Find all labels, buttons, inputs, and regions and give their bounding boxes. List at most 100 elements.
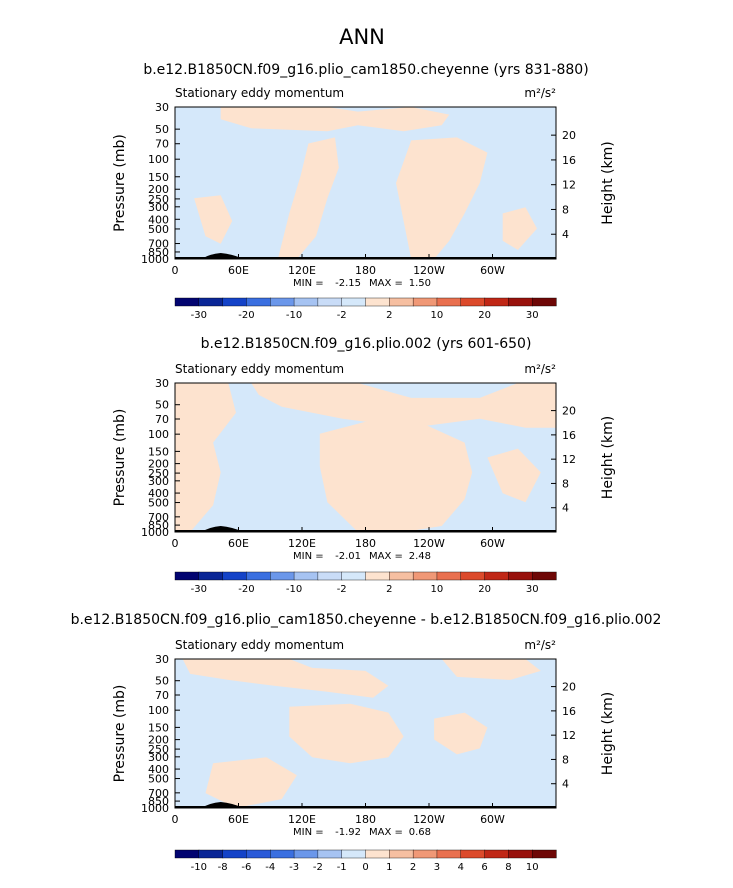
min-value: -2.15 — [335, 278, 361, 289]
x-tick-label: 180 — [355, 813, 376, 826]
colorbar-swatch — [317, 849, 343, 859]
x-tick-label: 60W — [480, 813, 505, 826]
y-tick-label: 400 — [148, 213, 169, 226]
colorbar-swatch — [531, 297, 557, 307]
colorbar-swatch — [222, 849, 248, 859]
colorbar-swatch — [270, 571, 295, 581]
y-tick-label: 400 — [148, 487, 169, 500]
colorbar-label: 3 — [434, 862, 440, 873]
positive-region — [319, 421, 473, 532]
height-tick-label: 8 — [562, 753, 569, 766]
colorbar-swatch — [436, 571, 462, 581]
colorbar-label: 10 — [431, 584, 444, 595]
colorbar-label: 20 — [478, 310, 491, 321]
height-tick-label: 20 — [562, 129, 576, 142]
colorbar-swatch — [341, 297, 367, 307]
height-tick-label: 20 — [562, 681, 576, 694]
height-tick-label: 12 — [562, 453, 576, 466]
colorbar-label: -8 — [218, 862, 228, 873]
max-value: 1.50 — [409, 278, 431, 289]
positive-region — [289, 703, 404, 764]
right-axis-label: Height (km) — [600, 416, 616, 499]
colorbar-label: -30 — [191, 584, 207, 595]
figure-title: ANN — [339, 25, 385, 49]
colorbar-swatch — [317, 571, 343, 581]
colorbar-swatch — [531, 571, 557, 581]
colorbar-swatch — [174, 849, 200, 859]
max-label: MAX = — [369, 551, 403, 562]
colorbar-swatch — [341, 571, 367, 581]
colorbar-label: -20 — [238, 310, 254, 321]
positive-region — [487, 448, 541, 503]
y-tick-label: 1000 — [141, 526, 169, 539]
x-tick-label: 120W — [413, 537, 445, 550]
y-tick-label: 150 — [148, 171, 169, 184]
height-tick-label: 4 — [562, 778, 569, 791]
positive-region — [251, 383, 556, 428]
height-tick-label: 20 — [562, 405, 576, 418]
x-tick-label: 60E — [228, 813, 249, 826]
variable-label: Stationary eddy momentum — [175, 362, 344, 376]
x-tick-label: 60W — [480, 264, 505, 277]
panel-1: b.e12.B1850CN.f09_g16.plio_cam1850.cheye… — [112, 62, 616, 321]
panel-2: b.e12.B1850CN.f09_g16.plio.002 (yrs 601-… — [112, 336, 616, 595]
colorbar-swatch — [246, 849, 271, 859]
colorbar-swatch — [222, 297, 248, 307]
colorbar-swatch — [198, 571, 224, 581]
positive-regions — [182, 659, 541, 808]
y-tick-label: 200 — [148, 183, 169, 196]
height-tick-label: 8 — [562, 203, 569, 216]
y-tick-label: 1000 — [141, 253, 169, 266]
colorbar-swatch — [484, 297, 509, 307]
colorbar-swatch — [293, 571, 319, 581]
colorbar-swatch — [365, 571, 390, 581]
y-tick-label: 150 — [148, 445, 169, 458]
colorbar-swatch — [389, 571, 414, 581]
positive-region — [220, 107, 450, 132]
colorbar-swatch — [508, 849, 533, 859]
colorbar-label: 8 — [505, 862, 511, 873]
y-tick-label: 500 — [148, 223, 169, 236]
x-tick-label: 120E — [288, 813, 316, 826]
y-tick-label: 100 — [148, 704, 169, 717]
positive-region — [434, 712, 488, 755]
y-tick-label: 300 — [148, 751, 169, 764]
min-label: MIN = — [293, 551, 324, 562]
positive-region — [175, 383, 236, 532]
y-tick-label: 70 — [155, 138, 169, 151]
colorbar-swatch — [484, 571, 509, 581]
y-tick-label: 700 — [148, 787, 169, 800]
plot-area — [175, 107, 556, 259]
colorbar-label: 10 — [526, 862, 539, 873]
colorbar-swatch — [460, 849, 486, 859]
panel-title: b.e12.B1850CN.f09_g16.plio.002 (yrs 601-… — [201, 336, 532, 352]
y-tick-label: 300 — [148, 201, 169, 214]
colorbar-label: 2 — [410, 862, 416, 873]
positive-regions — [175, 383, 556, 532]
colorbar-label: 2 — [386, 584, 392, 595]
panel-title: b.e12.B1850CN.f09_g16.plio_cam1850.cheye… — [143, 62, 588, 78]
y-tick-label: 30 — [155, 377, 169, 390]
colorbar-label: -10 — [191, 862, 207, 873]
colorbar-swatch — [341, 849, 367, 859]
height-tick-label: 16 — [562, 429, 576, 442]
colorbar-label: 10 — [431, 310, 444, 321]
y-tick-label: 700 — [148, 511, 169, 524]
colorbar: -30 -20 -10 -2 2 10 20 30 — [174, 297, 557, 321]
max-label: MAX = — [369, 827, 403, 838]
colorbar-swatch — [365, 849, 390, 859]
min-label: MIN = — [293, 827, 324, 838]
y-tick-label: 100 — [148, 428, 169, 441]
x-tick-label: 120W — [413, 813, 445, 826]
variable-label: Stationary eddy momentum — [175, 86, 344, 100]
colorbar-label: 6 — [481, 862, 487, 873]
colorbar-label: 30 — [526, 584, 539, 595]
positive-region — [205, 757, 297, 808]
colorbar-swatch — [174, 297, 200, 307]
x-tick-label: 120W — [413, 264, 445, 277]
variable-label: Stationary eddy momentum — [175, 638, 344, 652]
max-value: 2.48 — [409, 551, 431, 562]
colorbar-swatch — [293, 297, 319, 307]
colorbar-label: -2 — [337, 310, 347, 321]
